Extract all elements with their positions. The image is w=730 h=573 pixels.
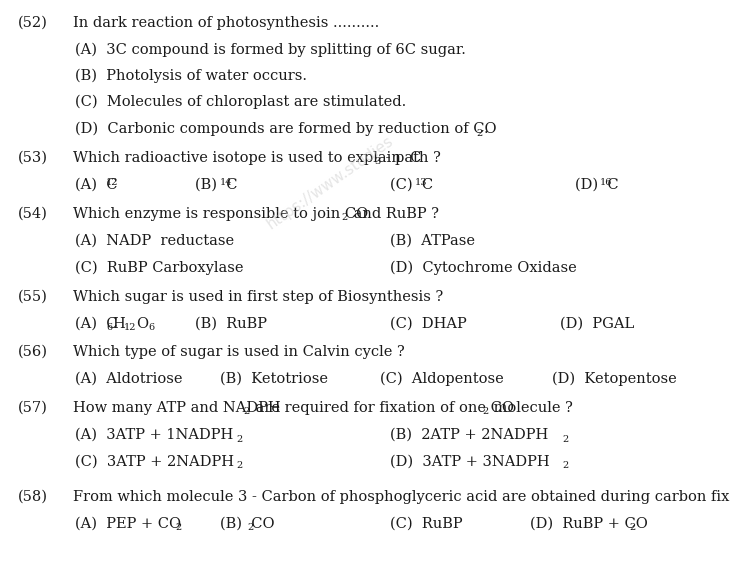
Text: (D)  C: (D) C	[575, 178, 618, 192]
Text: (58): (58)	[18, 490, 48, 504]
Text: (56): (56)	[18, 345, 48, 359]
Text: molecule ?: molecule ?	[489, 401, 573, 415]
Text: (54): (54)	[18, 207, 48, 221]
Text: (C)  Molecules of chloroplast are stimulated.: (C) Molecules of chloroplast are stimula…	[75, 95, 407, 109]
Text: 2: 2	[236, 461, 242, 470]
Text: 2: 2	[341, 214, 347, 222]
Text: (B)  CO: (B) CO	[220, 517, 274, 531]
Text: (B)  2ATP + 2NADPH: (B) 2ATP + 2NADPH	[390, 428, 548, 442]
Text: (D)  Ketopentose: (D) Ketopentose	[552, 372, 677, 386]
Text: (C)  DHAP: (C) DHAP	[390, 317, 466, 331]
Text: (A)  3ATP + 1NADPH: (A) 3ATP + 1NADPH	[75, 428, 234, 442]
Text: (53): (53)	[18, 151, 48, 165]
Text: (C)  Aldopentose: (C) Aldopentose	[380, 372, 504, 386]
Text: .: .	[484, 122, 488, 136]
Text: H: H	[112, 317, 125, 331]
Text: (D)  RuBP + CO: (D) RuBP + CO	[530, 517, 648, 531]
Text: Which sugar is used in first step of Biosynthesis ?: Which sugar is used in first step of Bio…	[73, 290, 443, 304]
Text: and RuBP ?: and RuBP ?	[349, 207, 439, 221]
Text: (B)  C: (B) C	[195, 178, 237, 192]
Text: (B)  Photolysis of water occurs.: (B) Photolysis of water occurs.	[75, 69, 307, 83]
Text: (A)  C: (A) C	[75, 317, 118, 331]
Text: 16: 16	[600, 178, 612, 187]
Text: 2: 2	[476, 128, 483, 138]
Text: 12: 12	[106, 178, 118, 187]
Text: 13: 13	[415, 178, 428, 187]
Text: 12: 12	[124, 324, 137, 332]
Text: (55): (55)	[18, 290, 48, 304]
Text: In dark reaction of photosynthesis ..........: In dark reaction of photosynthesis .....…	[73, 16, 380, 30]
Text: Which type of sugar is used in Calvin cycle ?: Which type of sugar is used in Calvin cy…	[73, 345, 404, 359]
Text: (B)  Ketotriose: (B) Ketotriose	[220, 372, 328, 386]
Text: (C)  C: (C) C	[390, 178, 433, 192]
Text: (D)  3ATP + 3NADPH: (D) 3ATP + 3NADPH	[390, 455, 550, 469]
Text: 2: 2	[243, 407, 249, 417]
Text: 6: 6	[106, 324, 112, 332]
Text: (A)  NADP  reductase: (A) NADP reductase	[75, 234, 234, 248]
Text: (B)  RuBP: (B) RuBP	[195, 317, 267, 331]
Text: (52): (52)	[18, 16, 48, 30]
Text: 14: 14	[220, 178, 232, 187]
Text: O: O	[136, 317, 148, 331]
Text: Which radioactive isotope is used to explain  C: Which radioactive isotope is used to exp…	[73, 151, 421, 165]
Text: 2: 2	[236, 434, 242, 444]
Text: (D)  PGAL: (D) PGAL	[560, 317, 634, 331]
Text: - path ?: - path ?	[381, 151, 441, 165]
Text: 3: 3	[374, 158, 380, 167]
Text: Which enzyme is responsible to join CO: Which enzyme is responsible to join CO	[73, 207, 368, 221]
Text: 2: 2	[562, 461, 568, 470]
Text: From which molecule 3 - Carbon of phosphoglyceric acid are obtained during carbo: From which molecule 3 - Carbon of phosph…	[73, 490, 730, 504]
Text: (57): (57)	[18, 401, 48, 415]
Text: (B)  ATPase: (B) ATPase	[390, 234, 475, 248]
Text: (D)  Carbonic compounds are formed by reduction of CO: (D) Carbonic compounds are formed by red…	[75, 121, 496, 136]
Text: (A)  C: (A) C	[75, 178, 118, 192]
Text: 2: 2	[175, 524, 181, 532]
Text: (C)  RuBP: (C) RuBP	[390, 517, 463, 531]
Text: are required for fixation of one CO: are required for fixation of one CO	[251, 401, 514, 415]
Text: 2: 2	[247, 524, 253, 532]
Text: (C)  3ATP + 2NADPH: (C) 3ATP + 2NADPH	[75, 455, 234, 469]
Text: https://www.studies: https://www.studies	[264, 134, 396, 233]
Text: (A)  3C compound is formed by splitting of 6C sugar.: (A) 3C compound is formed by splitting o…	[75, 42, 466, 57]
Text: (A)  PEP + CO: (A) PEP + CO	[75, 517, 181, 531]
Text: How many ATP and NADPH: How many ATP and NADPH	[73, 401, 280, 415]
Text: (C)  RuBP Carboxylase: (C) RuBP Carboxylase	[75, 261, 244, 275]
Text: 2: 2	[629, 524, 635, 532]
Text: (A)  Aldotriose: (A) Aldotriose	[75, 372, 182, 386]
Text: (D)  Cytochrome Oxidase: (D) Cytochrome Oxidase	[390, 261, 577, 275]
Text: 2: 2	[562, 434, 568, 444]
Text: 6: 6	[148, 324, 154, 332]
Text: 2: 2	[482, 407, 488, 417]
